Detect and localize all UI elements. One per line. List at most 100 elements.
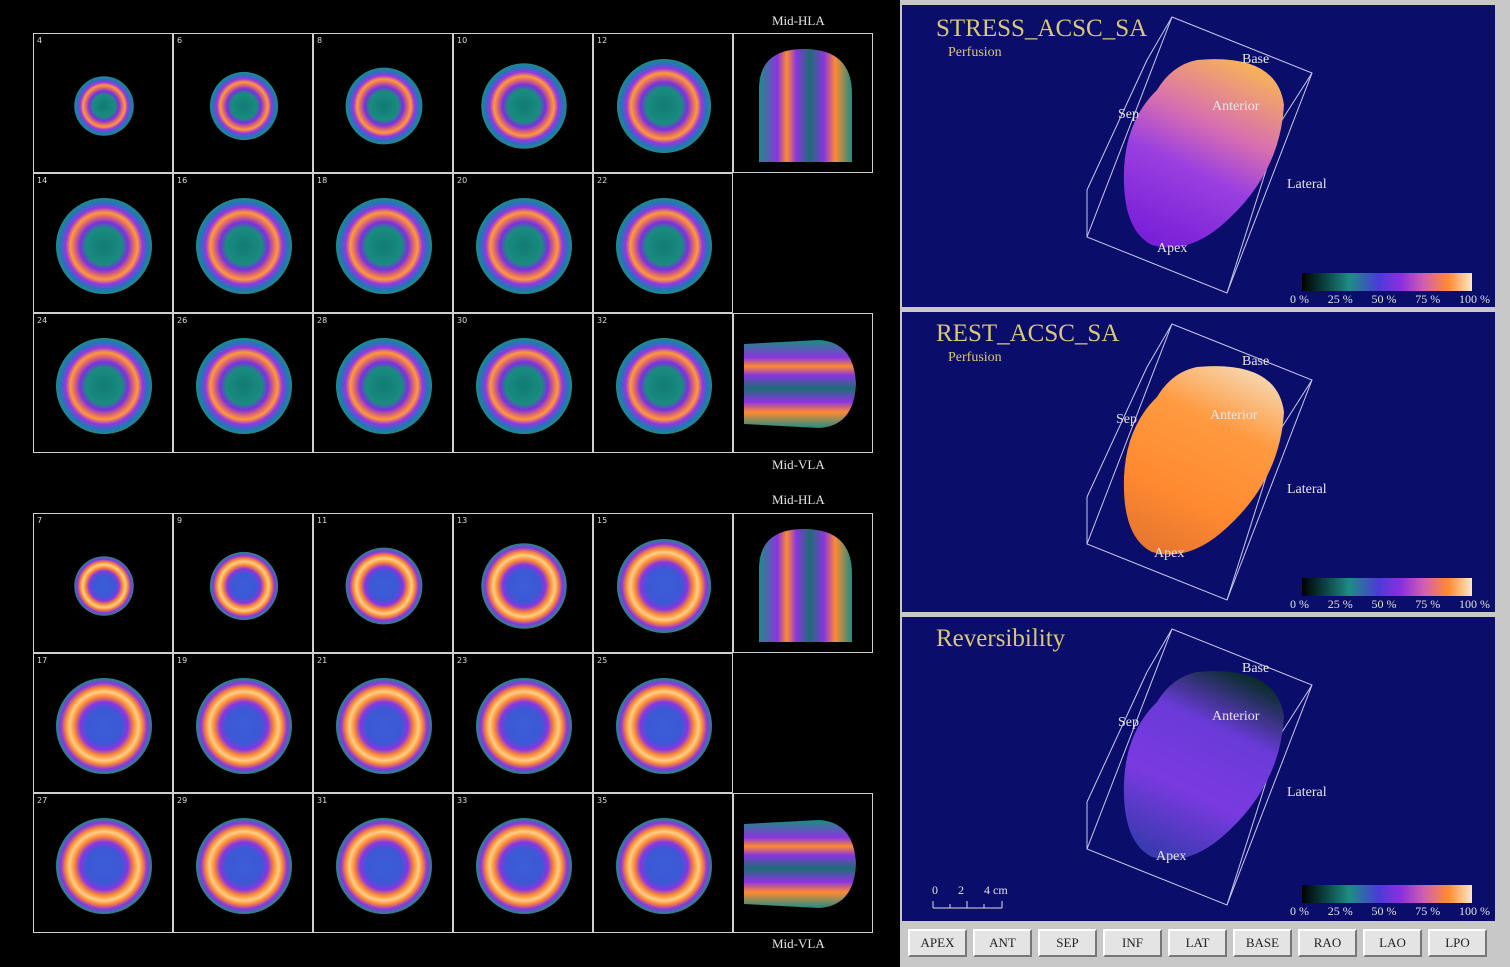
left-ventricle-surface [1123, 366, 1284, 555]
slice-image [209, 71, 279, 141]
label-lateral: Lateral [1287, 785, 1327, 800]
slice-cell[interactable]: 9 [173, 513, 313, 653]
myocardium-ring [209, 551, 279, 621]
slice-cell[interactable]: 4 [33, 33, 173, 173]
view-lpo-button[interactable]: LPO [1428, 929, 1487, 957]
slice-number: 24 [37, 316, 48, 325]
stress-3d-view[interactable]: STRESS_ACSC_SA Perfusion Base Anterior S… [902, 5, 1495, 307]
slice-cell[interactable]: 22 [593, 173, 733, 313]
view-inf-button[interactable]: INF [1103, 929, 1162, 957]
slice-number: 27 [37, 796, 48, 805]
slice-cell[interactable]: 33 [453, 793, 593, 933]
slice-image [616, 338, 712, 434]
slice-image [196, 678, 292, 774]
slice-number: 23 [457, 656, 468, 665]
label-anterior: Anterior [1212, 99, 1260, 114]
slice-cell[interactable]: 26 [173, 313, 313, 453]
hla-cell[interactable] [733, 513, 873, 653]
myocardium-ring [56, 198, 152, 294]
view-title: REST_ACSC_SA [936, 320, 1120, 347]
slice-cell[interactable]: 7 [33, 513, 173, 653]
slice-cell[interactable]: 30 [453, 313, 593, 453]
myocardium-ring [196, 818, 292, 914]
label-apex: Apex [1157, 241, 1188, 256]
myocardium-ring [74, 556, 134, 616]
heart-3d-render[interactable] [902, 5, 1495, 307]
scale-tick: 0 % [1290, 292, 1309, 306]
slice-cell[interactable]: 23 [453, 653, 593, 793]
heart-3d-render[interactable] [902, 312, 1495, 612]
orientation-box [1086, 323, 1313, 601]
distance-ruler: 0 2 4 cm [932, 883, 1012, 914]
slice-cell[interactable]: 29 [173, 793, 313, 933]
slice-number: 8 [317, 36, 323, 45]
empty-cell [733, 653, 873, 793]
slice-cell[interactable]: 17 [33, 653, 173, 793]
slice-cell[interactable]: 13 [453, 513, 593, 653]
slice-number: 16 [177, 176, 188, 185]
view-lat-button[interactable]: LAT [1168, 929, 1227, 957]
slice-cell[interactable]: 20 [453, 173, 593, 313]
view-apex-button[interactable]: APEX [908, 929, 967, 957]
slice-image [476, 338, 572, 434]
long-axis-image [759, 529, 852, 642]
slice-cell[interactable]: 24 [33, 313, 173, 453]
label-base: Base [1242, 661, 1270, 676]
long-axis-image [759, 49, 852, 162]
scale-tick: 25 % [1327, 292, 1353, 306]
slice-cell[interactable]: 27 [33, 793, 173, 933]
slice-cell[interactable]: 21 [313, 653, 453, 793]
stress-mid-hla-label: Mid-HLA [772, 13, 825, 28]
view-lao-button[interactable]: LAO [1363, 929, 1422, 957]
myocardium-ring [476, 678, 572, 774]
slice-image [209, 551, 279, 621]
myocardium-ring [74, 76, 134, 136]
view-sep-button[interactable]: SEP [1038, 929, 1097, 957]
slice-cell[interactable]: 28 [313, 313, 453, 453]
view-rao-button[interactable]: RAO [1298, 929, 1357, 957]
slice-cell[interactable]: 14 [33, 173, 173, 313]
slice-cell[interactable]: 19 [173, 653, 313, 793]
ruler-label: 0 [932, 883, 938, 897]
view-title: STRESS_ACSC_SA [936, 15, 1148, 42]
slice-cell[interactable]: 15 [593, 513, 733, 653]
hla-cell[interactable] [733, 33, 873, 173]
label-lateral: Lateral [1287, 482, 1327, 497]
heart-3d-render[interactable] [902, 617, 1495, 921]
slice-cell[interactable]: 6 [173, 33, 313, 173]
slice-cell[interactable]: 12 [593, 33, 733, 173]
slice-cell[interactable]: 11 [313, 513, 453, 653]
myocardium-long-axis [744, 340, 856, 428]
slice-cell[interactable]: 8 [313, 33, 453, 173]
vla-cell[interactable] [733, 793, 873, 933]
slice-cell[interactable]: 31 [313, 793, 453, 933]
view-ant-button[interactable]: ANT [973, 929, 1032, 957]
slice-cell[interactable]: 32 [593, 313, 733, 453]
slice-number: 13 [457, 516, 468, 525]
slice-image [336, 198, 432, 294]
slice-cell[interactable]: 18 [313, 173, 453, 313]
color-scale-bar [1302, 273, 1472, 291]
vla-cell[interactable] [733, 313, 873, 453]
volume-panel: STRESS_ACSC_SA Perfusion Base Anterior S… [900, 0, 1510, 967]
myocardium-ring [616, 338, 712, 434]
myocardium-ring [616, 818, 712, 914]
slice-number: 17 [37, 656, 48, 665]
slice-cell[interactable]: 10 [453, 33, 593, 173]
slice-number: 28 [317, 316, 328, 325]
slice-number: 11 [317, 516, 328, 525]
slice-cell[interactable]: 25 [593, 653, 733, 793]
slice-image [481, 63, 567, 149]
reversibility-3d-view[interactable]: Reversibility Base Anterior Sep Lateral … [902, 617, 1495, 921]
view-base-button[interactable]: BASE [1233, 929, 1292, 957]
scale-tick: 50 % [1371, 292, 1397, 306]
label-apex: Apex [1154, 546, 1185, 561]
slice-cell[interactable]: 35 [593, 793, 733, 933]
slice-number: 35 [597, 796, 608, 805]
rest-3d-view[interactable]: REST_ACSC_SA Perfusion Base Anterior Sep… [902, 312, 1495, 612]
label-anterior: Anterior [1212, 709, 1260, 724]
myocardium-long-axis [759, 49, 852, 162]
myocardium-ring [481, 63, 567, 149]
slice-cell[interactable]: 16 [173, 173, 313, 313]
slice-panel: Mid-HLA 4 6 8 10 12 14 16 18 20 22 24 26 28 30 32 Mid-… [33, 13, 873, 951]
